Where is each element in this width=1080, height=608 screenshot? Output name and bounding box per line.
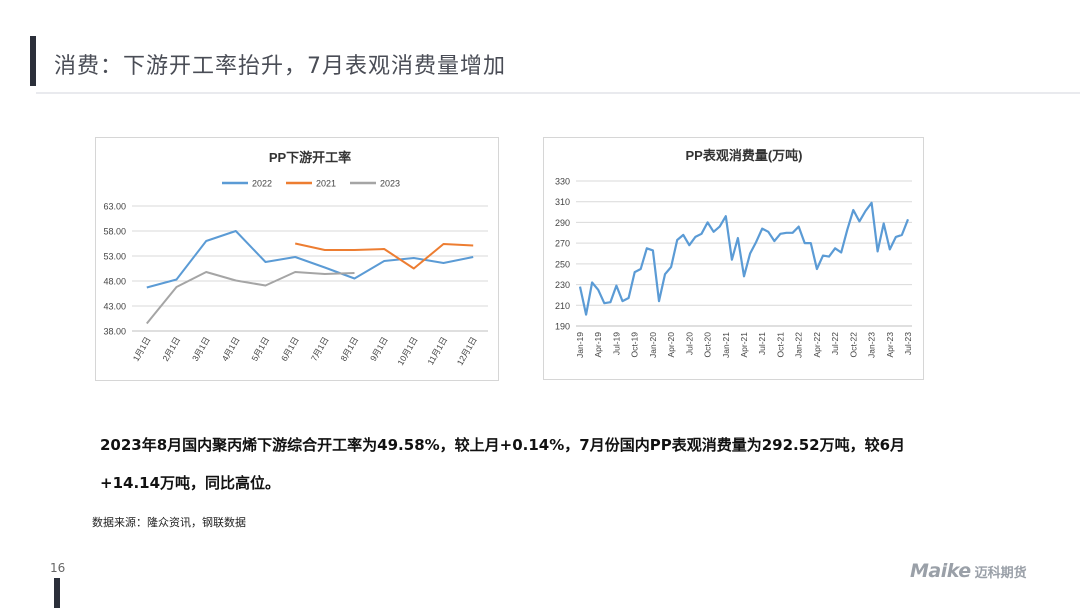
y-tick-label: 63.00 xyxy=(103,202,126,212)
chart-title: PP下游开工率 xyxy=(269,150,351,165)
series-line-2023 xyxy=(146,271,355,325)
x-tick-label: 7月1日 xyxy=(309,335,331,363)
x-tick-label: Oct-21 xyxy=(775,332,785,358)
x-tick-label: 11月1日 xyxy=(425,335,449,366)
summary-text: 2023年8月国内聚丙烯下游综合开工率为49.58%，较上月+0.14%，7月份… xyxy=(100,426,940,502)
y-tick-label: 290 xyxy=(555,218,570,228)
y-tick-label: 270 xyxy=(555,239,570,249)
legend-label-2021: 2021 xyxy=(316,179,336,189)
y-tick-label: 250 xyxy=(555,259,570,269)
y-tick-label: 58.00 xyxy=(103,227,126,237)
x-tick-label: Jul-20 xyxy=(684,332,694,355)
y-tick-label: 43.00 xyxy=(103,302,126,312)
x-tick-label: Apr-21 xyxy=(739,332,749,358)
header-divider xyxy=(36,92,1080,94)
chart-operating-rate-svg: PP下游开工率 2022 2021 2023 38.00 43.00 48.00 53.00 5… xyxy=(103,150,488,367)
summary-line-1: 2023年8月国内聚丙烯下游综合开工率为49.58%，较上月+0.14%，7月份… xyxy=(100,436,906,454)
logo-chinese: 迈科期货 xyxy=(974,566,1027,581)
x-tick-label: 8月1日 xyxy=(338,335,360,363)
x-tick-label: Apr-22 xyxy=(812,332,822,358)
x-tick-label: Jan-23 xyxy=(867,332,877,358)
x-tick-label: 6月1日 xyxy=(279,335,301,363)
x-tick-label: Oct-22 xyxy=(848,332,858,358)
y-tick-label: 38.00 xyxy=(103,327,126,337)
y-tick-label: 310 xyxy=(555,197,570,207)
page-number: 16 xyxy=(50,561,66,575)
x-tick-label: Jul-21 xyxy=(757,332,767,355)
x-tick-label: 1月1日 xyxy=(131,335,153,363)
x-tick-label: 10月1日 xyxy=(395,335,419,367)
chart-apparent-consumption-svg: PP表观消费量(万吨) 190 210 230 250 270 290 310 330 Jan-1… xyxy=(555,148,913,358)
y-tick-label: 210 xyxy=(555,301,570,311)
x-tick-label: Jan-19 xyxy=(575,332,585,358)
series-line-2022 xyxy=(146,230,474,289)
x-tick-label: 2月1日 xyxy=(160,335,182,363)
series-line-consumption xyxy=(578,201,910,316)
chart-operating-rate: PP下游开工率 2022 2021 2023 38.00 43.00 48.00 53.00 5… xyxy=(95,137,499,381)
x-tick-label: Jul-19 xyxy=(611,332,621,355)
page-title: 消费：下游开工率抬升，7月表观消费量增加 xyxy=(54,54,506,79)
logo-english: Maike xyxy=(910,560,971,582)
footer-accent-bar xyxy=(54,578,60,608)
legend-label-2022: 2022 xyxy=(252,179,272,189)
x-tick-label: 12月1日 xyxy=(455,335,479,367)
title-accent-bar xyxy=(30,36,36,86)
legend-label-2023: 2023 xyxy=(380,179,400,189)
x-tick-label: Oct-20 xyxy=(703,332,713,358)
chart-apparent-consumption: PP表观消费量(万吨) 190 210 230 250 270 290 310 330 Jan-1… xyxy=(543,137,924,380)
x-tick-label: 5月1日 xyxy=(249,335,271,363)
x-tick-label: Apr-20 xyxy=(666,332,676,358)
x-tick-label: 9月1日 xyxy=(368,335,390,363)
x-tick-label: Jan-20 xyxy=(648,332,658,358)
x-tick-label: Jan-22 xyxy=(794,332,804,358)
x-tick-label: 3月1日 xyxy=(190,335,212,363)
x-tick-label: Jul-23 xyxy=(903,332,913,355)
y-tick-label: 53.00 xyxy=(103,252,126,262)
x-tick-label: 4月1日 xyxy=(220,335,242,363)
y-tick-label: 190 xyxy=(555,322,570,332)
y-tick-label: 48.00 xyxy=(103,277,126,287)
y-tick-label: 230 xyxy=(555,280,570,290)
x-tick-label: Oct-19 xyxy=(630,332,640,358)
x-tick-label: Jul-22 xyxy=(830,332,840,355)
series-line-2021 xyxy=(294,242,474,270)
x-tick-label: Jan-21 xyxy=(721,332,731,358)
data-source: 数据来源：隆众资讯，钢联数据 xyxy=(92,516,246,529)
company-logo: Maike 迈科期货 xyxy=(910,560,1027,582)
x-tick-label: Apr-23 xyxy=(885,332,895,358)
y-tick-label: 330 xyxy=(555,177,570,187)
summary-line-2: +14.14万吨，同比高位。 xyxy=(100,474,281,492)
chart-title: PP表观消费量(万吨) xyxy=(685,148,802,163)
x-tick-label: Apr-19 xyxy=(593,332,603,358)
